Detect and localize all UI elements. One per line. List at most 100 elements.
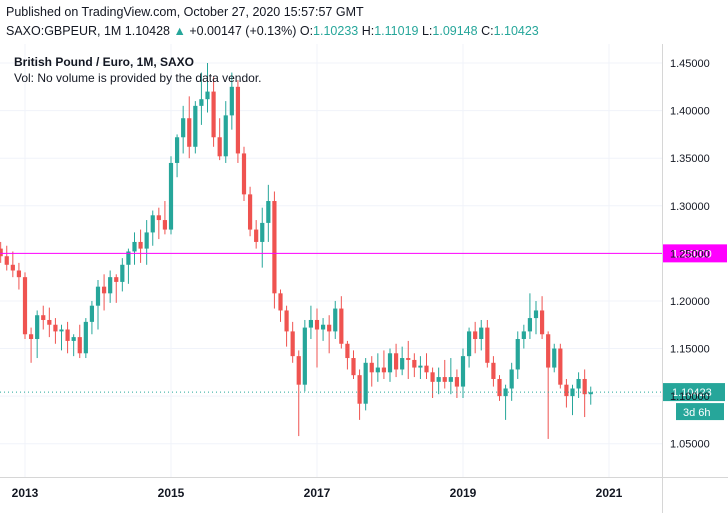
published-caption: Published on TradingView.com, October 27… [6,5,364,19]
candle [4,245,9,271]
candle-body [320,324,326,330]
candle [345,340,350,370]
candle [351,350,356,379]
candle-body [199,99,204,106]
candle [533,300,539,335]
candle-body [254,229,259,242]
candle-body [430,372,435,382]
candle-body [217,137,222,157]
candle [436,367,441,395]
last-price-tag [663,383,725,402]
open-value: 1.10233 [313,24,359,38]
x-tick-label: 2013 [12,486,39,500]
candle-body [412,359,417,368]
candle-body [223,115,228,157]
candle-body [497,378,502,397]
candle [527,293,533,340]
candle-body [181,118,186,138]
candle-body [479,327,484,340]
candle-body [296,356,301,385]
candle-body [89,305,95,322]
candle [570,384,575,416]
candle [588,386,593,405]
candle [65,321,70,354]
price-chart[interactable]: 1.25000 1.10423 3d 6h 1.45000 1.40000 1.3500… [0,44,728,513]
candle-body [558,348,563,385]
candle [223,101,228,163]
last-price-label: 1.10423 [672,387,712,399]
candle-body [211,91,216,138]
candle-body [59,329,64,332]
candle [442,359,447,389]
candle-body [454,377,460,387]
candle-body [485,327,490,363]
candle [460,348,466,399]
candle [53,318,58,344]
candle-body [126,251,131,265]
candle-body [521,331,526,340]
candle [521,324,526,349]
candle-body [381,367,387,373]
candle [0,241,3,263]
low-label: L: [421,24,433,38]
candle [89,300,95,335]
candle-body [345,343,350,359]
candle [546,331,551,439]
candle-body [290,331,295,357]
candle [381,350,387,379]
candle-body [260,222,265,242]
change-value: +0.00147 (+0.13%) [189,24,297,38]
candle-body [564,384,569,397]
candle [241,146,247,202]
candle-body [333,308,338,332]
candle-body [193,105,198,147]
candle-body [71,337,76,341]
candle [114,274,119,303]
candle [479,319,484,351]
candle-body [284,310,289,332]
candle-body [28,334,34,340]
candle-body [22,277,28,335]
candle [327,315,332,354]
x-tick-label: 2021 [596,486,623,500]
x-tick-label: 2019 [450,486,477,500]
horizontal-level-tag [663,244,727,263]
candle [162,201,168,235]
candle [393,343,399,378]
candle-body [436,377,441,382]
candle [174,134,180,178]
candle [59,324,64,351]
candle [205,63,210,113]
y-tick-label: 1.25000 [670,248,710,260]
candle-body [101,286,107,294]
candle [193,101,198,154]
candle-body [509,369,514,389]
candle [260,207,265,268]
candle [485,319,490,368]
candle-body [375,367,380,373]
candle [211,77,216,147]
candle [552,343,557,373]
candle [473,321,478,354]
candle [539,296,545,340]
candle-body [357,375,362,404]
candle [406,340,411,379]
candle [284,305,289,347]
candle-body [77,337,82,354]
candle-body [53,324,58,332]
candle [314,308,320,368]
candle [187,96,192,159]
candle-body [4,256,9,265]
candle-body [205,91,210,100]
candle-body [539,310,545,335]
candle [101,274,107,311]
candle [296,350,301,437]
countdown-tag [676,403,724,421]
candle [430,367,435,399]
candle-body [406,358,411,360]
candle [424,353,429,379]
candle [497,375,502,401]
close-label: C: [481,24,494,38]
candle [290,321,295,363]
quote-line: SAXO:GBPEUR, 1M 1.10428 ▲ +0.00147 (+0.1… [6,24,539,38]
